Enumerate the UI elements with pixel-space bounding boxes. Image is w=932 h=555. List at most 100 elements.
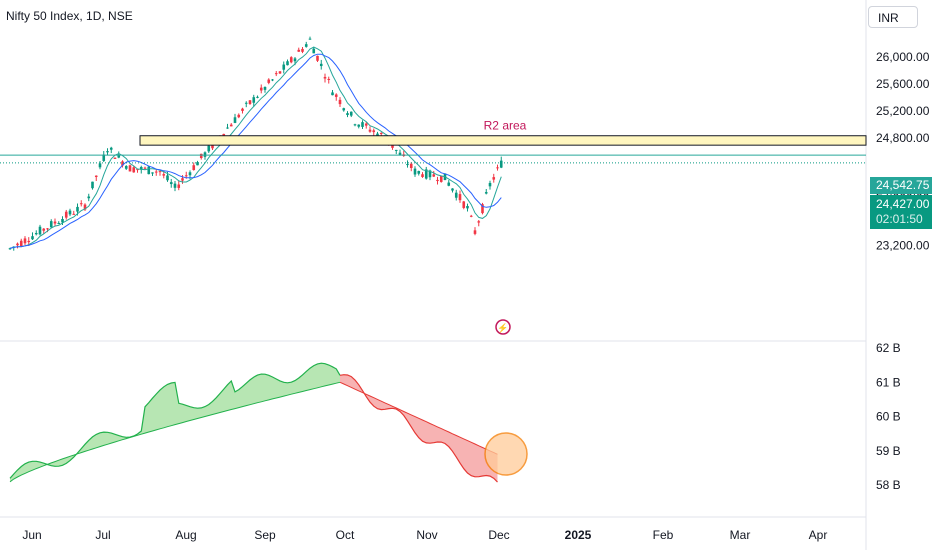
candle-body xyxy=(278,71,282,74)
candle-body xyxy=(91,181,94,189)
candle-body xyxy=(23,238,27,244)
candle-body xyxy=(76,206,79,212)
candle-body xyxy=(192,165,196,170)
candle-body xyxy=(473,230,477,234)
candle-body xyxy=(319,63,323,67)
candle-body xyxy=(308,38,312,40)
candle-body xyxy=(124,166,128,169)
time-tick-label: Oct xyxy=(336,528,355,542)
candle-body xyxy=(241,108,244,111)
candle-body xyxy=(477,221,481,223)
candle-body xyxy=(121,161,124,166)
highlight-circle xyxy=(484,432,528,476)
candle-body xyxy=(229,124,233,127)
candle-body xyxy=(406,164,409,166)
candle-body xyxy=(147,166,151,175)
time-tick-label: Dec xyxy=(488,528,509,542)
candle-body xyxy=(207,145,211,152)
candle-body xyxy=(188,172,192,176)
candle-body xyxy=(173,183,177,188)
candle-body xyxy=(252,97,256,103)
volume-tick-label: 59 B xyxy=(876,444,901,458)
volume-tick-label: 61 B xyxy=(876,375,901,389)
candle-body xyxy=(102,154,106,161)
candle-body xyxy=(244,102,248,104)
candle-body xyxy=(53,221,57,224)
candle-body xyxy=(34,233,38,235)
candle-body xyxy=(462,201,466,208)
candle-body xyxy=(8,248,12,250)
candle-body xyxy=(61,219,64,223)
candle-body xyxy=(46,228,49,230)
candle-body xyxy=(484,192,488,194)
candle-body xyxy=(162,174,166,176)
last-price-value: 24,427.00 xyxy=(876,197,930,211)
indicator-baseline-down xyxy=(339,381,498,455)
candle-body xyxy=(293,58,297,62)
candle-body xyxy=(297,49,301,52)
candle-body xyxy=(432,174,436,177)
candle-body xyxy=(361,122,364,127)
candle-body xyxy=(248,100,252,104)
level-price-tag: 24,542.75 xyxy=(870,177,932,194)
candle-body xyxy=(106,151,109,153)
candle-body xyxy=(368,129,372,132)
candle-body xyxy=(113,157,117,159)
bear-fill-area xyxy=(340,374,498,483)
time-tick-label: Feb xyxy=(653,528,674,542)
candle-body xyxy=(481,204,484,214)
candle-body xyxy=(267,79,271,83)
candle-body xyxy=(301,48,304,52)
candle-body xyxy=(16,243,19,246)
candle-body xyxy=(469,215,473,217)
candle-body xyxy=(169,182,173,185)
candle-body xyxy=(181,178,184,181)
candle-body xyxy=(282,64,286,70)
event-marker-glyph: ⚡ xyxy=(497,322,508,334)
price-tick-label: 23,200.00 xyxy=(876,238,930,252)
candle-body xyxy=(151,172,154,174)
time-tick-label: 2025 xyxy=(565,528,592,542)
candle-body xyxy=(331,92,334,96)
candle-body xyxy=(447,182,451,186)
time-tick-label: Aug xyxy=(175,528,196,542)
price-tick-label: 24,800.00 xyxy=(876,131,930,145)
candle-body xyxy=(349,111,353,116)
currency-selector[interactable]: INR xyxy=(868,6,918,28)
bar-countdown: 02:01:50 xyxy=(876,212,923,226)
price-tick-label: 26,000.00 xyxy=(876,50,930,64)
candle-body xyxy=(357,124,361,127)
price-tick-label: 25,600.00 xyxy=(876,77,930,91)
last-price-tag: 24,427.00 02:01:50 xyxy=(870,195,932,229)
candle-body xyxy=(274,73,278,75)
candle-body xyxy=(184,175,188,177)
candle-body xyxy=(79,203,83,205)
candle-body xyxy=(286,61,289,66)
candle-body xyxy=(49,221,53,228)
time-tick-label: Mar xyxy=(730,528,751,542)
candle-body xyxy=(271,79,274,81)
candle-body xyxy=(139,167,143,170)
candle-body xyxy=(421,174,424,177)
candle-body xyxy=(499,160,503,168)
candle-body xyxy=(379,133,383,135)
candle-body xyxy=(158,171,162,173)
indicator-line-up xyxy=(9,362,341,479)
bull-fill-area xyxy=(10,363,340,482)
candle-body xyxy=(42,228,46,231)
event-marker-icon xyxy=(495,319,511,335)
candle-body xyxy=(72,213,76,215)
candle-body xyxy=(334,94,338,97)
candle-body xyxy=(31,236,34,240)
ma-slow-line xyxy=(9,53,502,249)
candle-body xyxy=(428,170,432,178)
candle-body xyxy=(64,211,68,218)
r2-zone xyxy=(139,135,867,146)
candle-body xyxy=(87,196,91,199)
candle-body xyxy=(128,165,132,172)
candle-body xyxy=(132,167,136,173)
candle-body xyxy=(57,222,61,224)
candle-body xyxy=(488,182,492,187)
